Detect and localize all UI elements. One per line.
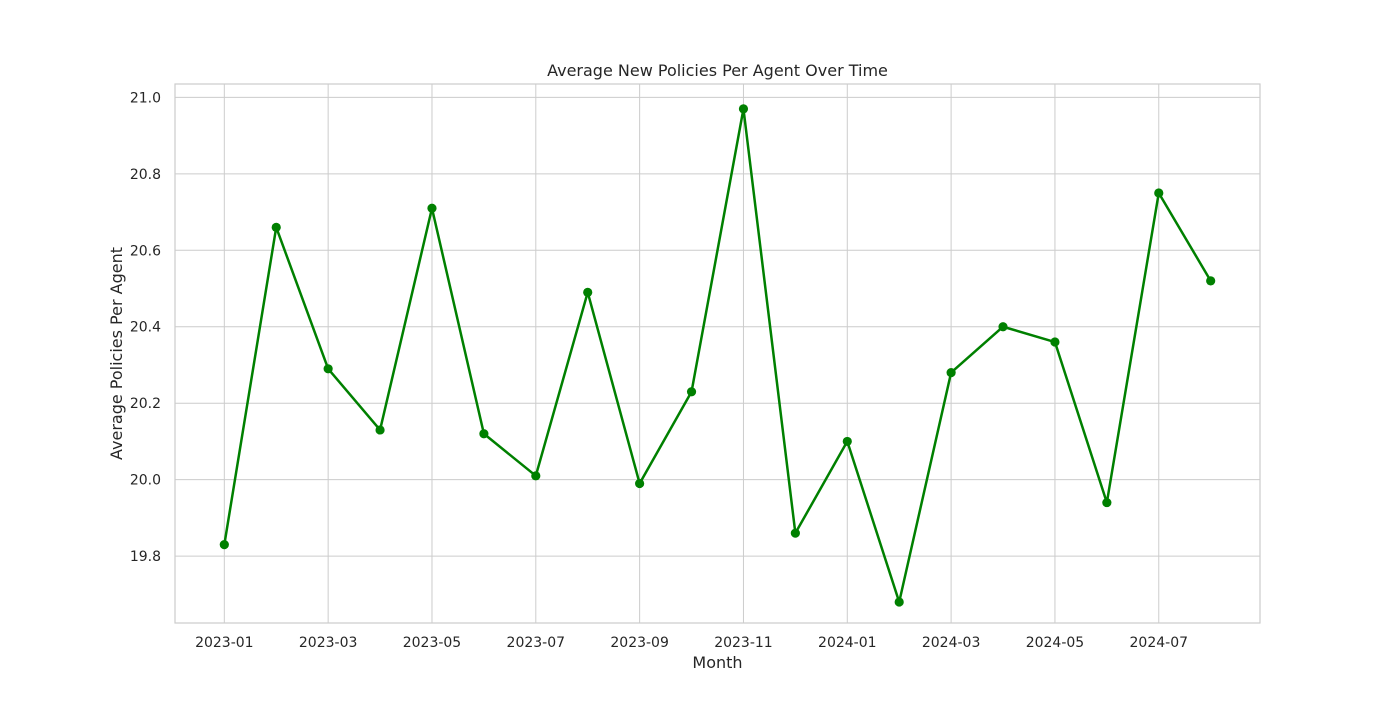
x-grid xyxy=(223,84,1160,623)
x-tick-label: 2024-01 xyxy=(818,635,877,651)
data-point xyxy=(271,222,281,232)
y-tick-label: 20.8 xyxy=(130,167,161,183)
data-point xyxy=(1206,276,1216,286)
data-point xyxy=(583,287,593,297)
y-grid xyxy=(175,96,1260,557)
data-point xyxy=(842,436,852,447)
x-tick-label: 2023-07 xyxy=(507,635,566,651)
x-tick-label: 2024-03 xyxy=(922,635,981,651)
chart-title: Average New Policies Per Agent Over Time xyxy=(547,61,888,80)
y-axis-label: Average Policies Per Agent xyxy=(107,247,126,460)
x-tick-label: 2024-07 xyxy=(1130,635,1189,651)
data-point xyxy=(323,364,333,374)
data-point xyxy=(375,425,385,435)
data-point xyxy=(894,597,904,607)
x-tick-label: 2023-11 xyxy=(714,635,773,651)
y-tick-label: 19.8 xyxy=(130,549,161,565)
plot-frame xyxy=(174,83,1261,624)
data-point xyxy=(686,387,697,397)
data-point xyxy=(427,203,437,213)
x-axis-label: Month xyxy=(692,653,742,672)
y-tick-label: 20.0 xyxy=(130,473,161,489)
series-layer xyxy=(219,104,1216,607)
x-tick-label: 2023-09 xyxy=(610,635,669,651)
x-tick-label: 2024-05 xyxy=(1026,635,1085,651)
data-point xyxy=(531,471,541,481)
data-point xyxy=(738,104,749,114)
series-line xyxy=(223,107,1212,604)
data-point xyxy=(998,322,1008,332)
data-point xyxy=(1050,337,1060,347)
x-tick-label: 2023-01 xyxy=(195,635,254,651)
data-point xyxy=(219,540,229,550)
y-tick-label: 20.6 xyxy=(130,243,161,259)
data-point xyxy=(946,368,956,378)
data-point xyxy=(1154,188,1164,198)
data-point xyxy=(479,429,489,439)
x-tick-label: 2023-03 xyxy=(299,635,358,651)
x-tick-labels: 2023-01 2023-03 2023-05 2023-07 2023-09 2023-… xyxy=(195,635,1188,651)
data-point xyxy=(1102,497,1112,508)
x-tick-label: 2023-05 xyxy=(403,635,462,651)
y-tick-labels: 19.8 20.0 20.2 20.4 20.6 20.8 21.0 xyxy=(130,90,161,565)
y-tick-label: 20.2 xyxy=(130,396,161,412)
data-point xyxy=(790,528,800,538)
data-point xyxy=(635,478,645,489)
y-tick-label: 21.0 xyxy=(130,90,161,106)
y-tick-label: 20.4 xyxy=(130,320,161,336)
